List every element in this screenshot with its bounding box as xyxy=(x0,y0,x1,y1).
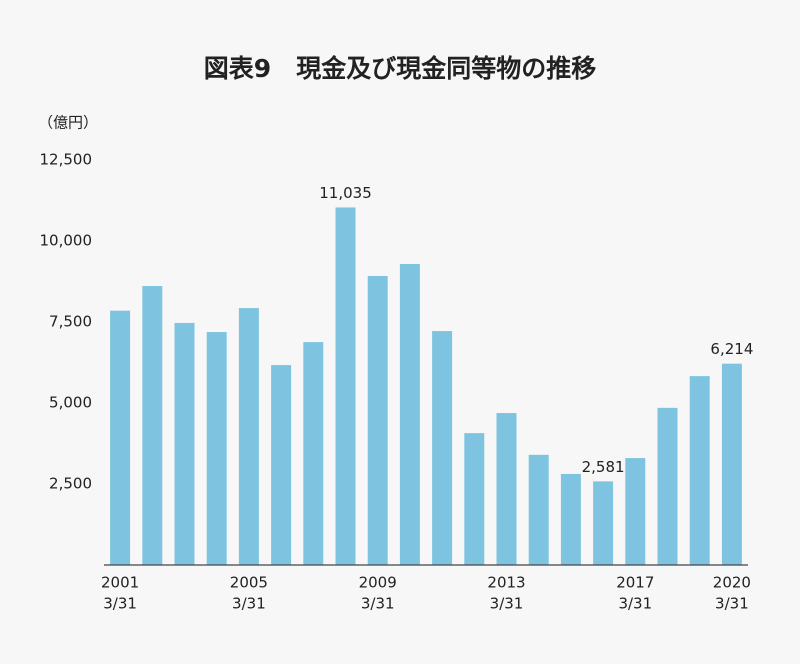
x-tick-label: 3/31 xyxy=(618,595,652,613)
value-label: 11,035 xyxy=(319,184,372,202)
x-tick-label: 2009 xyxy=(359,574,397,592)
value-label: 2,581 xyxy=(582,458,625,476)
bar xyxy=(303,342,324,565)
bar xyxy=(593,481,614,565)
bar xyxy=(335,207,356,565)
x-tick-label: 3/31 xyxy=(103,595,137,613)
bar xyxy=(174,322,195,565)
x-tick-label: 3/31 xyxy=(232,595,266,613)
bar xyxy=(110,310,131,565)
bar xyxy=(657,407,678,565)
bar xyxy=(721,363,742,565)
bar xyxy=(496,413,517,565)
bar xyxy=(399,264,420,565)
bar xyxy=(367,275,388,565)
x-tick-label: 3/31 xyxy=(715,595,749,613)
bar xyxy=(464,433,485,565)
bar xyxy=(432,331,453,565)
chart-title: 図表9 現金及び現金同等物の推移 xyxy=(204,54,596,83)
bar xyxy=(560,473,581,565)
x-tick-label: 2001 xyxy=(101,574,139,592)
y-axis-label: （億円） xyxy=(38,114,98,132)
bar xyxy=(206,332,227,565)
x-tick-label: 3/31 xyxy=(490,595,524,613)
x-tick-label: 2013 xyxy=(487,574,525,592)
y-tick-label: 2,500 xyxy=(49,475,92,493)
y-tick-label: 7,500 xyxy=(49,313,92,331)
x-tick-label: 3/31 xyxy=(361,595,395,613)
y-tick-label: 10,000 xyxy=(40,232,93,250)
x-tick-label: 2005 xyxy=(230,574,268,592)
bar xyxy=(271,365,292,565)
value-label: 6,214 xyxy=(710,340,753,358)
bar xyxy=(238,308,259,565)
bar xyxy=(625,458,646,565)
y-tick-label: 12,500 xyxy=(40,151,93,169)
bar xyxy=(528,454,549,565)
x-tick-label: 2020 xyxy=(713,574,751,592)
bar xyxy=(142,286,163,565)
bar xyxy=(689,376,710,565)
x-tick-label: 2017 xyxy=(616,574,654,592)
y-tick-label: 5,000 xyxy=(49,394,92,412)
